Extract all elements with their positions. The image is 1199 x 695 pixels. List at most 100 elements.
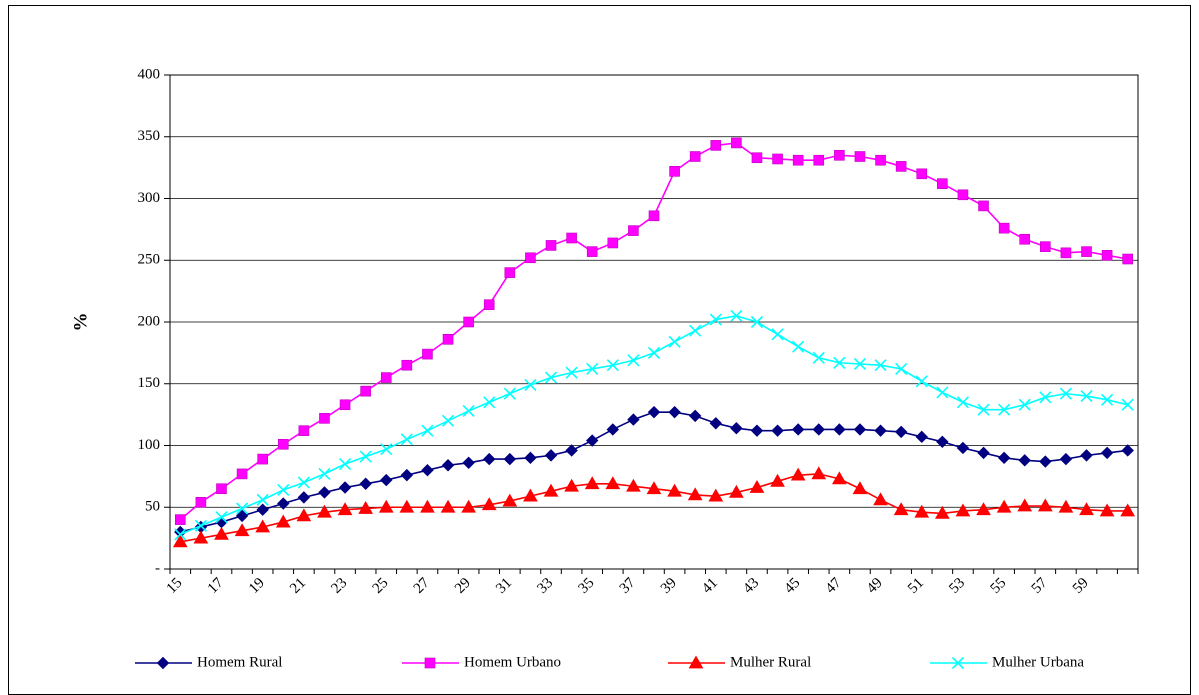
- data-point-homem-urbano: [380, 372, 392, 383]
- data-point-homem-urbano: [854, 151, 866, 162]
- x-tick-label: 41: [699, 575, 721, 597]
- data-point-homem-urbano: [174, 514, 186, 525]
- data-point-mulher-rural: [667, 483, 682, 497]
- data-point-homem-rural: [1059, 452, 1073, 466]
- data-point-mulher-rural: [626, 478, 641, 492]
- data-point-mulher-urbana: [338, 457, 352, 471]
- data-point-homem-rural: [256, 503, 269, 516]
- data-point-homem-rural: [750, 424, 764, 437]
- legend-item-homem-urbano: Homem Urbano: [402, 654, 561, 670]
- x-tick-label: 49: [864, 575, 886, 597]
- data-point-homem-urbano: [772, 153, 783, 165]
- data-point-homem-urbano: [442, 333, 454, 345]
- data-point-homem-urbano: [298, 425, 310, 436]
- data-point-mulher-urbana: [503, 387, 516, 400]
- data-point-homem-rural: [586, 434, 599, 447]
- data-point-homem-urbano: [216, 483, 227, 495]
- x-tick-label: 55: [987, 575, 1009, 597]
- data-point-mulher-rural: [832, 471, 847, 485]
- data-point-homem-urbano: [1060, 247, 1072, 259]
- y-tick-label: 150: [138, 375, 161, 391]
- data-point-mulher-urbana: [750, 315, 764, 329]
- legend-label: Mulher Urbana: [992, 654, 1084, 670]
- data-point-homem-rural: [544, 449, 558, 462]
- data-point-homem-urbano: [1122, 253, 1134, 265]
- gridlines: [170, 136, 1138, 508]
- data-point-homem-rural: [338, 481, 352, 494]
- data-point-homem-rural: [483, 452, 496, 466]
- data-point-mulher-rural: [584, 476, 600, 490]
- data-point-mulher-rural: [687, 487, 703, 501]
- data-point-homem-rural: [1100, 446, 1114, 460]
- legend-item-homem-rural: Homem Rural: [135, 654, 282, 670]
- data-point-mulher-urbana: [895, 362, 908, 375]
- data-point-homem-urbano: [463, 316, 474, 328]
- data-point-homem-urbano: [813, 154, 825, 166]
- data-point-homem-rural: [565, 444, 578, 457]
- data-point-mulher-rural: [378, 499, 394, 513]
- data-point-homem-urbano: [1040, 241, 1051, 252]
- y-axis-label: %: [70, 313, 91, 332]
- data-point-homem-urbano: [504, 267, 516, 278]
- data-point-homem-urbano: [875, 154, 886, 166]
- data-point-mulher-rural: [461, 499, 476, 513]
- data-point-homem-rural: [709, 417, 722, 430]
- data-point-mulher-urbana: [956, 396, 970, 409]
- data-point-mulher-rural: [564, 478, 579, 492]
- series-line-mulher-urbana: [179, 315, 1128, 536]
- y-tick-label: 300: [138, 190, 161, 206]
- data-point-mulher-rural: [255, 519, 271, 533]
- x-tick-label: 33: [534, 575, 556, 597]
- x-tick-label: 25: [370, 575, 392, 597]
- data-point-mulher-rural: [873, 492, 888, 506]
- data-point-mulher-rural: [1120, 503, 1136, 517]
- data-point-homem-urbano: [669, 166, 680, 177]
- legend-swatch-marker: [156, 656, 170, 670]
- data-point-mulher-urbana: [1101, 393, 1114, 406]
- x-tick-label: 29: [452, 575, 474, 597]
- data-point-mulher-rural: [1017, 498, 1033, 512]
- x-tick-label: 47: [823, 575, 845, 597]
- x-tick-label: 37: [617, 575, 639, 597]
- data-point-homem-urbano: [731, 137, 742, 149]
- data-point-homem-urbano: [401, 359, 413, 371]
- data-point-homem-rural: [297, 491, 311, 504]
- data-point-mulher-rural: [337, 502, 353, 516]
- data-point-homem-urbano: [834, 149, 845, 161]
- data-point-homem-urbano: [545, 240, 557, 251]
- data-point-mulher-rural: [172, 534, 188, 548]
- data-point-homem-urbano: [957, 189, 969, 201]
- data-point-mulher-urbana: [441, 414, 455, 427]
- series-mulher-urbana: [174, 309, 1134, 541]
- data-point-mulher-rural: [523, 488, 538, 502]
- legend-swatch-marker: [951, 656, 965, 670]
- data-point-mulher-urbana: [359, 450, 372, 463]
- legend-item-mulher-rural: Mulher Rural: [668, 654, 811, 670]
- data-point-homem-urbano: [628, 225, 639, 236]
- data-point-homem-urbano: [916, 168, 928, 180]
- data-point-homem-rural: [503, 452, 517, 466]
- data-point-mulher-urbana: [1080, 390, 1093, 403]
- data-point-mulher-urbana: [400, 433, 413, 446]
- data-point-homem-urbano: [566, 232, 577, 244]
- data-point-homem-urbano: [998, 222, 1010, 234]
- data-point-mulher-rural: [214, 526, 229, 540]
- data-point-mulher-urbana: [586, 362, 599, 375]
- data-point-homem-rural: [874, 424, 887, 437]
- data-point-homem-rural: [771, 424, 784, 437]
- data-point-mulher-rural: [1037, 498, 1053, 512]
- data-point-homem-rural: [688, 409, 702, 423]
- legend-swatch-marker: [688, 655, 704, 669]
- data-point-homem-urbano: [792, 154, 804, 166]
- y-tick-label: 400: [138, 66, 161, 82]
- x-tick-label: 57: [1029, 575, 1051, 597]
- data-point-mulher-rural: [893, 502, 909, 516]
- x-tick-label: 31: [493, 575, 515, 597]
- data-point-mulher-urbana: [874, 359, 887, 372]
- x-tick-label: 53: [946, 575, 968, 597]
- data-point-mulher-urbana: [833, 356, 846, 369]
- data-point-mulher-urbana: [421, 424, 434, 437]
- data-point-homem-rural: [462, 456, 475, 469]
- data-point-mulher-rural: [729, 484, 744, 498]
- data-point-mulher-urbana: [194, 519, 207, 532]
